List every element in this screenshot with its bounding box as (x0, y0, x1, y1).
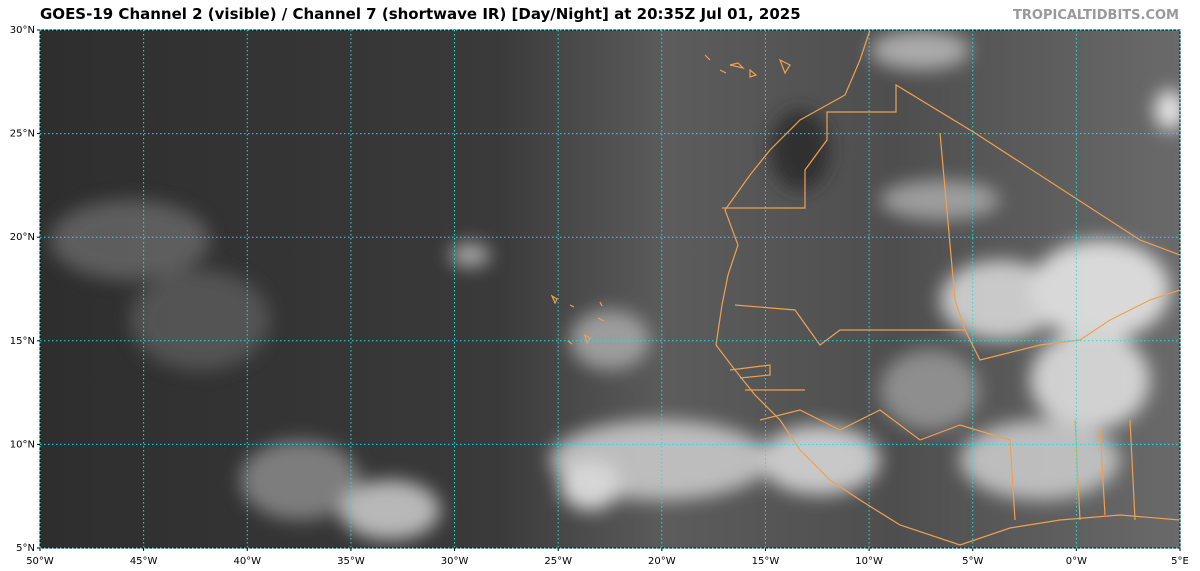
lon-label: 30°W (441, 556, 469, 567)
lat-label: 25°N (10, 129, 35, 140)
lon-label: 45°W (130, 556, 158, 567)
lat-label: 5°N (16, 543, 35, 554)
lon-label: 5°E (1171, 556, 1189, 567)
lat-label: 10°N (10, 439, 35, 450)
lat-label: 30°N (10, 25, 35, 36)
coastlines (550, 30, 1180, 546)
title: GOES-19 Channel 2 (visible) / Channel 7 … (40, 5, 801, 23)
lon-label: 25°W (544, 556, 572, 567)
satellite-image (40, 30, 1180, 548)
lon-label: 0°W (1066, 556, 1087, 567)
lon-label: 5°W (962, 556, 983, 567)
lon-label: 15°W (752, 556, 780, 567)
lon-label: 10°W (855, 556, 883, 567)
lon-label: 20°W (648, 556, 676, 567)
lon-label: 50°W (26, 556, 54, 567)
watermark: TROPICALTIDBITS.COM (1013, 8, 1179, 23)
lon-label: 35°W (337, 556, 365, 567)
map-frame (39, 29, 1181, 549)
lat-label: 15°N (10, 336, 35, 347)
lon-label: 40°W (233, 556, 261, 567)
lat-label: 20°N (10, 232, 35, 243)
